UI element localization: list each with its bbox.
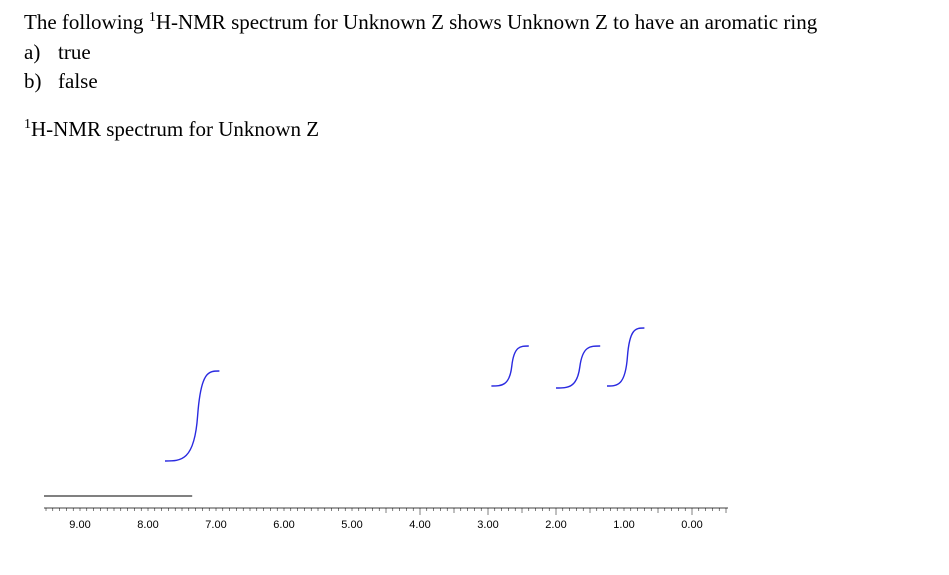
option-b: b) false	[24, 67, 949, 95]
svg-text:6.00: 6.00	[273, 519, 294, 531]
nmr-spectrum: 9.00 8.00 7.00 6.00 5.00 4.00 3.00 2.00 1.00 0.00	[36, 176, 736, 536]
option-letter: b)	[24, 67, 58, 95]
option-letter: a)	[24, 38, 58, 66]
question-mid: H-NMR spectrum for Unknown Z shows Unkno…	[156, 10, 817, 34]
option-text: false	[58, 67, 98, 95]
question-prefix: The following	[24, 10, 149, 34]
svg-text:0.00: 0.00	[681, 519, 702, 531]
option-a: a) true	[24, 38, 949, 66]
spectrum-svg: 9.00 8.00 7.00 6.00 5.00 4.00 3.00 2.00 1.00 0.00	[36, 176, 736, 536]
spectrum-title-sup: 1	[24, 117, 31, 132]
svg-text:9.00: 9.00	[69, 519, 90, 531]
question-text: The following 1H-NMR spectrum for Unknow…	[24, 8, 949, 36]
option-text: true	[58, 38, 91, 66]
svg-text:4.00: 4.00	[409, 519, 430, 531]
question-sup: 1	[149, 10, 156, 25]
svg-text:7.00: 7.00	[205, 519, 226, 531]
options-list: a) true b) false	[24, 38, 949, 95]
svg-text:3.00: 3.00	[477, 519, 498, 531]
svg-text:5.00: 5.00	[341, 519, 362, 531]
spectrum-title: 1H-NMR spectrum for Unknown Z	[24, 117, 949, 142]
spectrum-title-text: H-NMR spectrum for Unknown Z	[31, 117, 319, 141]
svg-text:1.00: 1.00	[613, 519, 634, 531]
svg-text:2.00: 2.00	[545, 519, 566, 531]
svg-text:8.00: 8.00	[137, 519, 158, 531]
